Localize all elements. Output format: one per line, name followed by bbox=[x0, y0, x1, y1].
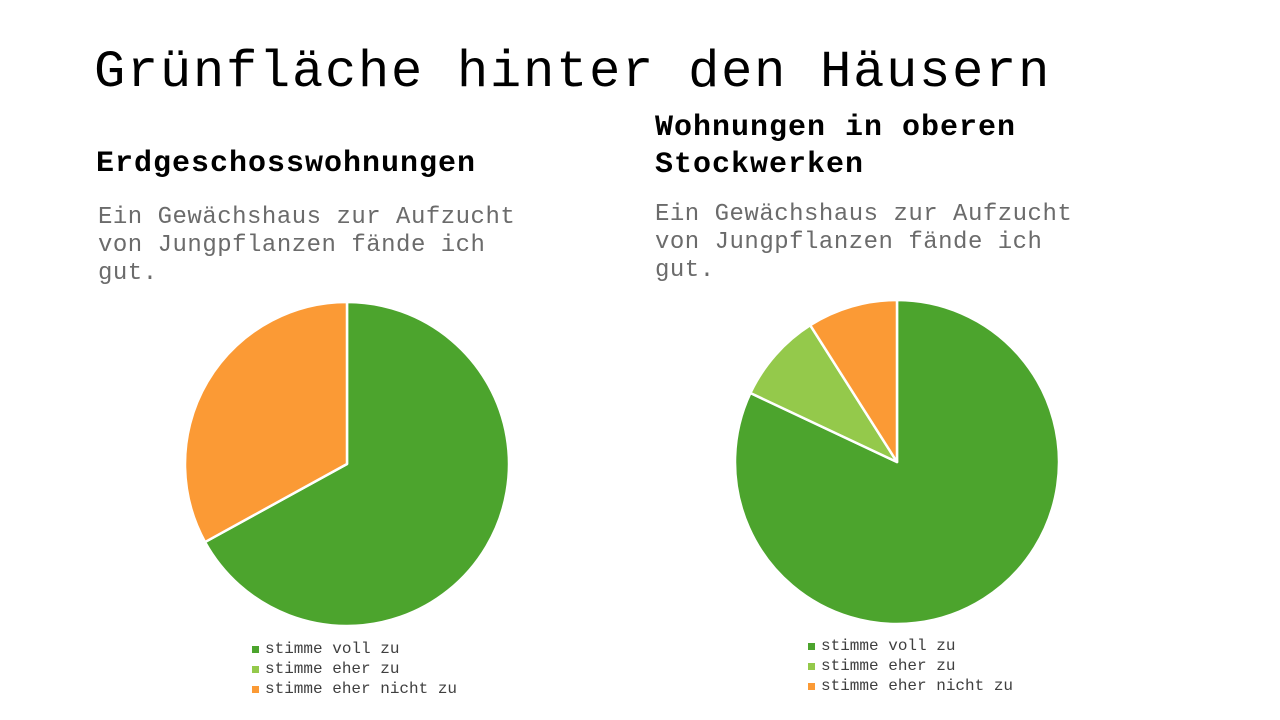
pie-chart-erdgeschosswohnungen bbox=[177, 294, 517, 634]
legend-label: stimme eher zu bbox=[265, 660, 400, 678]
chart-question-erdgeschosswohnungen: Ein Gewächshaus zur Aufzucht von Jungpfl… bbox=[98, 204, 516, 287]
legend-swatch-icon bbox=[252, 645, 259, 653]
legend-item-stimme-eher-zu: stimme eher zu bbox=[252, 659, 457, 679]
legend-swatch-icon bbox=[252, 665, 259, 673]
legend-obere-stockwerke: stimme voll zu stimme eher zu stimme eher … bbox=[808, 636, 1013, 696]
legend-item-stimme-voll-zu: stimme voll zu bbox=[808, 636, 1013, 656]
legend-swatch-icon bbox=[252, 685, 259, 693]
legend-item-stimme-eher-nicht-zu: stimme eher nicht zu bbox=[808, 676, 1013, 696]
chart-heading-erdgeschosswohnungen: Erdgeschosswohnungen bbox=[96, 147, 477, 181]
legend-label: stimme eher zu bbox=[821, 657, 956, 675]
chart-heading-obere-stockwerke: Wohnungen in oberen Stockwerken bbox=[655, 111, 1017, 182]
legend-label: stimme eher nicht zu bbox=[265, 680, 458, 698]
pie-slice-stimme-eher-zu bbox=[749, 323, 899, 464]
pie-slice-stimme-eher-nicht-zu bbox=[183, 300, 349, 544]
chart-question-obere-stockwerke: Ein Gewächshaus zur Aufzucht von Jungpfl… bbox=[655, 201, 1073, 284]
pie-chart-obere-stockwerke bbox=[727, 292, 1067, 632]
legend-label: stimme eher nicht zu bbox=[821, 677, 1014, 695]
legend-item-stimme-voll-zu: stimme voll zu bbox=[252, 639, 457, 659]
legend-label: stimme voll zu bbox=[265, 640, 400, 658]
legend-swatch-icon bbox=[808, 642, 815, 650]
legend-swatch-icon bbox=[808, 682, 815, 690]
pie-slice-stimme-eher-nicht-zu bbox=[808, 298, 899, 464]
legend-label: stimme voll zu bbox=[821, 637, 956, 655]
legend-erdgeschosswohnungen: stimme voll zu stimme eher zu stimme eher … bbox=[252, 639, 457, 699]
legend-item-stimme-eher-zu: stimme eher zu bbox=[808, 656, 1013, 676]
pie-slice-stimme-voll-zu bbox=[203, 300, 511, 628]
legend-swatch-icon bbox=[808, 662, 815, 670]
legend-item-stimme-eher-nicht-zu: stimme eher nicht zu bbox=[252, 679, 457, 699]
slide-title: Grünfläche hinter den Häusern bbox=[94, 43, 1052, 102]
